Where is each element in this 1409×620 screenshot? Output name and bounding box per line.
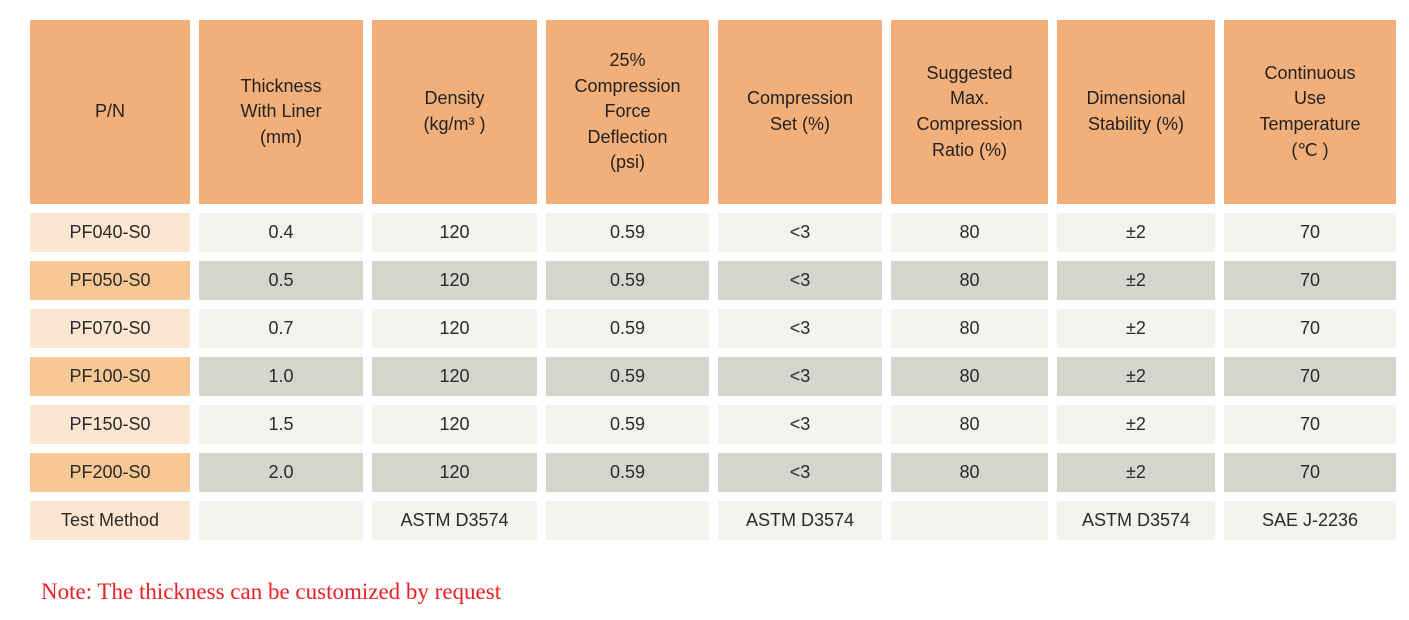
test-method-label-cell: Test Method	[30, 501, 190, 540]
table-row: PF040-S0 0.4 120 0.59 <3 80 ±2 70	[30, 213, 1396, 252]
value-cell: 2.0	[199, 453, 363, 492]
value-cell: 70	[1224, 309, 1396, 348]
test-method-cell	[199, 501, 363, 540]
value-cell: <3	[718, 405, 882, 444]
value-cell: 0.59	[546, 213, 709, 252]
value-cell: ±2	[1057, 453, 1215, 492]
value-cell: 0.4	[199, 213, 363, 252]
value-cell: <3	[718, 453, 882, 492]
pn-cell: PF150-S0	[30, 405, 190, 444]
value-cell: 120	[372, 261, 537, 300]
value-cell: 120	[372, 453, 537, 492]
test-method-row: Test Method ASTM D3574 ASTM D3574 ASTM D…	[30, 501, 1396, 540]
value-cell: 70	[1224, 405, 1396, 444]
value-cell: 120	[372, 309, 537, 348]
table-row: PF070-S0 0.7 120 0.59 <3 80 ±2 70	[30, 309, 1396, 348]
pn-cell: PF100-S0	[30, 357, 190, 396]
value-cell: ±2	[1057, 309, 1215, 348]
table-row: PF100-S0 1.0 120 0.59 <3 80 ±2 70	[30, 357, 1396, 396]
value-cell: 120	[372, 213, 537, 252]
pn-cell: PF200-S0	[30, 453, 190, 492]
table-row: PF150-S0 1.5 120 0.59 <3 80 ±2 70	[30, 405, 1396, 444]
col-header-max-compression-ratio: Suggested Max. Compression Ratio (%)	[891, 20, 1048, 204]
value-cell: 120	[372, 357, 537, 396]
value-cell: 80	[891, 357, 1048, 396]
value-cell: 80	[891, 453, 1048, 492]
value-cell: 70	[1224, 453, 1396, 492]
table-row: PF050-S0 0.5 120 0.59 <3 80 ±2 70	[30, 261, 1396, 300]
value-cell: 80	[891, 309, 1048, 348]
value-cell: <3	[718, 261, 882, 300]
value-cell: ±2	[1057, 405, 1215, 444]
col-header-pn: P/N	[30, 20, 190, 204]
value-cell: ±2	[1057, 357, 1215, 396]
value-cell: 0.5	[199, 261, 363, 300]
col-header-dimensional-stability: Dimensional Stability (%)	[1057, 20, 1215, 204]
value-cell: 0.59	[546, 453, 709, 492]
table-row: PF200-S0 2.0 120 0.59 <3 80 ±2 70	[30, 453, 1396, 492]
test-method-cell: ASTM D3574	[718, 501, 882, 540]
spec-table: P/N Thickness With Liner (mm) Density (k…	[21, 11, 1405, 549]
value-cell: 70	[1224, 261, 1396, 300]
pn-cell: PF070-S0	[30, 309, 190, 348]
value-cell: 0.59	[546, 261, 709, 300]
value-cell: 1.5	[199, 405, 363, 444]
value-cell: 0.59	[546, 357, 709, 396]
value-cell: <3	[718, 213, 882, 252]
test-method-cell: SAE J-2236	[1224, 501, 1396, 540]
value-cell: 80	[891, 261, 1048, 300]
value-cell: <3	[718, 309, 882, 348]
value-cell: ±2	[1057, 213, 1215, 252]
value-cell: <3	[718, 357, 882, 396]
test-method-cell: ASTM D3574	[372, 501, 537, 540]
test-method-cell: ASTM D3574	[1057, 501, 1215, 540]
value-cell: 0.59	[546, 405, 709, 444]
value-cell: 70	[1224, 213, 1396, 252]
value-cell: 80	[891, 213, 1048, 252]
header-row: P/N Thickness With Liner (mm) Density (k…	[30, 20, 1396, 204]
pn-cell: PF040-S0	[30, 213, 190, 252]
pn-cell: PF050-S0	[30, 261, 190, 300]
test-method-cell	[891, 501, 1048, 540]
col-header-compression-force-deflection: 25% Compression Force Deflection (psi)	[546, 20, 709, 204]
value-cell: 80	[891, 405, 1048, 444]
value-cell: 0.7	[199, 309, 363, 348]
value-cell: ±2	[1057, 261, 1215, 300]
col-header-continuous-use-temperature: Continuous Use Temperature (℃ )	[1224, 20, 1396, 204]
value-cell: 1.0	[199, 357, 363, 396]
value-cell: 70	[1224, 357, 1396, 396]
value-cell: 120	[372, 405, 537, 444]
test-method-cell	[546, 501, 709, 540]
value-cell: 0.59	[546, 309, 709, 348]
note-text: Note: The thickness can be customized by…	[41, 579, 502, 604]
col-header-compression-set: Compression Set (%)	[718, 20, 882, 204]
col-header-density: Density (kg/m³ )	[372, 20, 537, 204]
col-header-thickness: Thickness With Liner (mm)	[199, 20, 363, 204]
